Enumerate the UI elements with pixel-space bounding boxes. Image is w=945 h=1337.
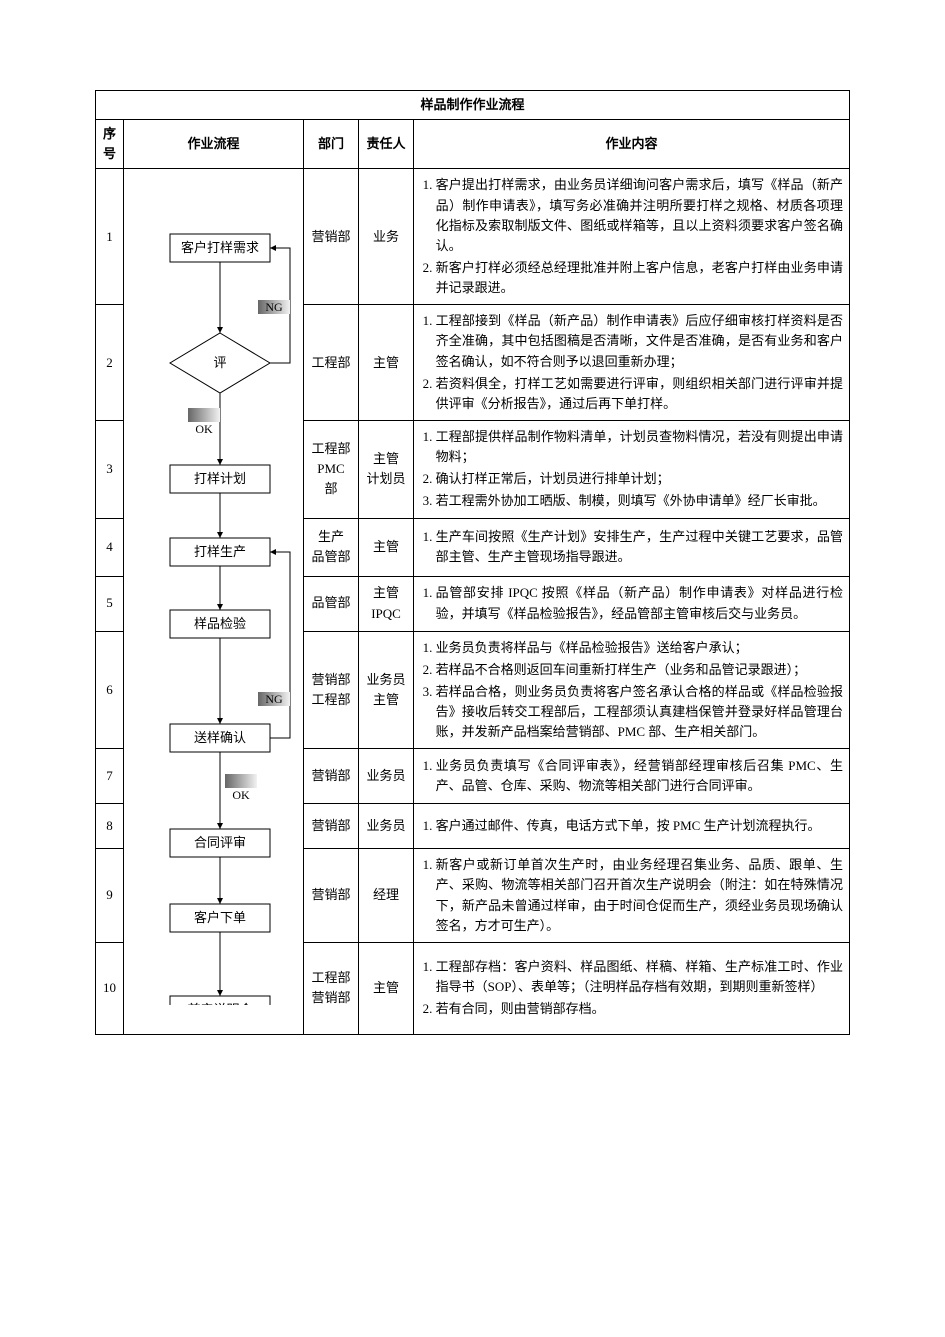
seq-cell: 5 <box>96 576 124 631</box>
resp-cell: 主管IPQC <box>359 576 414 631</box>
content-item: 新客户打样必须经总经理批准并附上客户信息，老客户打样由业务申请并记录跟进。 <box>436 258 843 298</box>
dept-cell: 工程部PMC 部 <box>304 420 359 518</box>
seq-cell: 3 <box>96 420 124 518</box>
svg-text:NG: NG <box>265 692 283 706</box>
dept-cell: 品管部 <box>304 576 359 631</box>
dept-cell: 生产品管部 <box>304 518 359 576</box>
resp-cell: 业务员主管 <box>359 631 414 749</box>
flow-node-label: 客户打样需求 <box>181 240 259 255</box>
dept-cell: 营销部 <box>304 849 359 943</box>
content-cell: 工程部提供样品制作物料清单，计划员查物料情况，若没有则提出申请物料；确认打样正常… <box>414 420 850 518</box>
flow-node-label: 打样计划 <box>194 471 246 486</box>
content-cell: 业务员负责将样品与《样品检验报告》送给客户承认；若样品不合格则返回车间重新打样生… <box>414 631 850 749</box>
content-cell: 新客户或新订单首次生产时，由业务经理召集业务、品质、跟单、生产、采购、物流等相关… <box>414 849 850 943</box>
resp-cell: 业务员 <box>359 749 414 804</box>
resp-cell: 业务员 <box>359 804 414 849</box>
seq-cell: 6 <box>96 631 124 749</box>
dept-cell: 工程部 <box>304 305 359 421</box>
dept-cell: 营销部 <box>304 804 359 849</box>
table-row: 1NGNGOKOK客户打样需求评打样计划打样生产样品检验送样确认合同评审客户下单… <box>96 169 850 305</box>
dept-cell: 营销部 <box>304 169 359 305</box>
resp-cell: 主管 <box>359 518 414 576</box>
content-cell: 业务员负责填写《合同评审表》，经营销部经理审核后召集 PMC、生产、品管、仓库、… <box>414 749 850 804</box>
seq-cell: 10 <box>96 942 124 1034</box>
header-dept: 部门 <box>304 120 359 169</box>
header-content: 作业内容 <box>414 120 850 169</box>
content-cell: 生产车间按照《生产计划》安排生产，生产过程中关键工艺要求，品管部主管、生产主管现… <box>414 518 850 576</box>
flow-node-label: 打样生产 <box>194 544 246 559</box>
content-cell: 工程部接到《样品（新产品）制作申请表》后应仔细审核打样资料是否齐全准确，其中包括… <box>414 305 850 421</box>
resp-cell: 主管 计划员 <box>359 420 414 518</box>
resp-cell: 主管 <box>359 305 414 421</box>
content-cell: 客户提出打样需求，由业务员详细询问客户需求后，填写《样品（新产品）制作申请表》，… <box>414 169 850 305</box>
content-item: 品管部安排 IPQC 按照《样品（新产品）制作申请表》对样品进行检验，并填写《样… <box>436 583 843 623</box>
content-item: 业务员负责将样品与《样品检验报告》送给客户承认； <box>436 638 843 658</box>
dept-cell: 工程部营销部 <box>304 942 359 1034</box>
content-cell: 客户通过邮件、传真，电话方式下单，按 PMC 生产计划流程执行。 <box>414 804 850 849</box>
dept-cell: 营销部 <box>304 749 359 804</box>
document-title: 样品制作作业流程 <box>96 91 850 120</box>
content-item: 客户提出打样需求，由业务员详细询问客户需求后，填写《样品（新产品）制作申请表》，… <box>436 175 843 256</box>
content-item: 若资料俱全，打样工艺如需要进行评审，则组织相关部门进行评审并提供评审《分析报告》… <box>436 374 843 414</box>
flowchart-cell: NG NG OK OK 客户打样需求评打样计划打样生产样品检验送样确认合同评审客户下单首… <box>124 169 304 1034</box>
flow-node-label: 首产说明会 <box>187 1002 252 1005</box>
header-seq: 序号 <box>96 120 124 169</box>
flow-node-label: 送样确认 <box>194 730 246 745</box>
content-item: 若工程需外协加工晒版、制模，则填写《外协申请单》经厂长审批。 <box>436 491 843 511</box>
resp-cell: 主管 <box>359 942 414 1034</box>
svg-text:OK: OK <box>232 788 250 802</box>
seq-cell: 9 <box>96 849 124 943</box>
content-cell: 工程部存档：客户资料、样品图纸、样稿、样箱、生产标准工时、作业指导书（SOP）、… <box>414 942 850 1034</box>
flow-node-label: 合同评审 <box>194 835 246 850</box>
content-item: 新客户或新订单首次生产时，由业务经理召集业务、品质、跟单、生产、采购、物流等相关… <box>436 855 843 936</box>
flow-node-label: 样品检验 <box>194 616 246 631</box>
content-item: 若样品合格，则业务员负责将客户签名承认合格的样品或《样品检验报告》接收后转交工程… <box>436 682 843 742</box>
seq-cell: 4 <box>96 518 124 576</box>
svg-text:NG: NG <box>265 300 283 314</box>
flow-node-label: 客户下单 <box>194 910 246 925</box>
content-item: 若有合同，则由营销部存档。 <box>436 999 843 1019</box>
seq-cell: 2 <box>96 305 124 421</box>
seq-cell: 1 <box>96 169 124 305</box>
content-item: 工程部接到《样品（新产品）制作申请表》后应仔细审核打样资料是否齐全准确，其中包括… <box>436 311 843 371</box>
content-item: 确认打样正常后，计划员进行排单计划； <box>436 469 843 489</box>
flow-node-label: 评 <box>213 355 226 370</box>
flowchart: NG NG OK OK 客户打样需求评打样计划打样生产样品检验送样确认合同评审客户下单首… <box>130 198 310 1005</box>
header-flow: 作业流程 <box>124 120 304 169</box>
header-resp: 责任人 <box>359 120 414 169</box>
content-cell: 品管部安排 IPQC 按照《样品（新产品）制作申请表》对样品进行检验，并填写《样… <box>414 576 850 631</box>
seq-cell: 8 <box>96 804 124 849</box>
resp-cell: 经理 <box>359 849 414 943</box>
title-row: 样品制作作业流程 <box>96 91 850 120</box>
dept-cell: 营销部工程部 <box>304 631 359 749</box>
content-item: 工程部存档：客户资料、样品图纸、样稿、样箱、生产标准工时、作业指导书（SOP）、… <box>436 957 843 997</box>
content-item: 生产车间按照《生产计划》安排生产，生产过程中关键工艺要求，品管部主管、生产主管现… <box>436 527 843 567</box>
workflow-table: 样品制作作业流程 序号 作业流程 部门 责任人 作业内容 1NGNGOKOK客户… <box>95 90 850 1035</box>
resp-cell: 业务 <box>359 169 414 305</box>
content-item: 客户通过邮件、传真，电话方式下单，按 PMC 生产计划流程执行。 <box>436 816 843 836</box>
content-item: 业务员负责填写《合同评审表》，经营销部经理审核后召集 PMC、生产、品管、仓库、… <box>436 756 843 796</box>
header-row: 序号 作业流程 部门 责任人 作业内容 <box>96 120 850 169</box>
svg-text:OK: OK <box>195 422 213 436</box>
content-item: 若样品不合格则返回车间重新打样生产（业务和品管记录跟进）； <box>436 660 843 680</box>
content-item: 工程部提供样品制作物料清单，计划员查物料情况，若没有则提出申请物料； <box>436 427 843 467</box>
seq-cell: 7 <box>96 749 124 804</box>
